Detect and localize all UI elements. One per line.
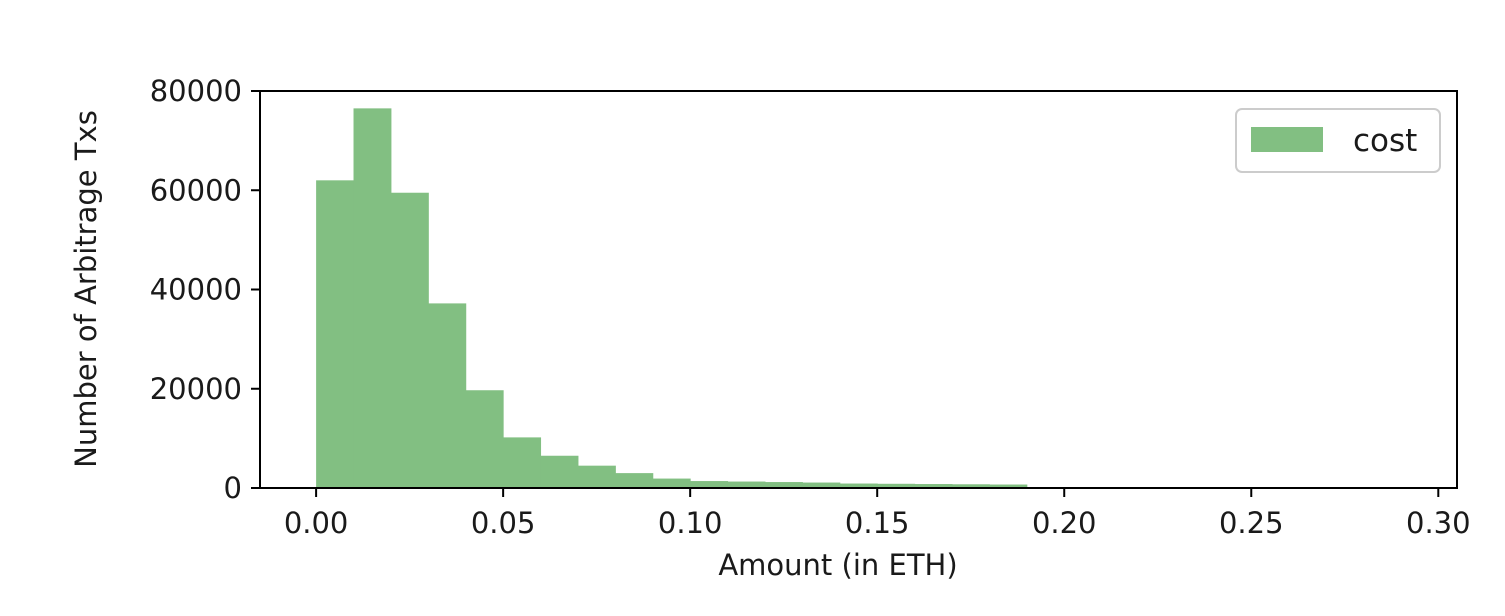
histogram-bar [727,481,766,488]
histogram-bar [428,303,467,488]
x-tick-label: 0.25 [1219,506,1284,540]
x-tick-label: 0.00 [284,506,349,540]
y-tick-label: 80000 [150,74,242,108]
y-tick-label: 60000 [150,173,242,207]
y-axis-ticks: 0 20000 40000 60000 80000 [150,74,260,505]
histogram-bars [316,108,1028,489]
x-tick-label: 0.05 [471,506,536,540]
legend-swatch-cost [1251,127,1323,152]
legend-frame [1235,108,1441,173]
x-axis-ticks: 0.00 0.05 0.10 0.15 0.20 0.25 0.30 [284,488,1471,540]
legend: cost [1235,108,1441,173]
histogram-bar [390,192,429,488]
x-tick-label: 0.30 [1406,506,1471,540]
histogram-bar [802,482,841,488]
y-tick-label: 40000 [150,273,242,307]
y-tick-label: 0 [224,471,242,505]
histogram-bar [540,455,579,488]
histogram-bar [764,482,803,488]
histogram-bar [615,473,654,488]
histogram-bar [877,483,916,488]
histogram-bar [465,390,504,488]
histogram-bar [690,481,729,488]
histogram-bar [839,483,878,488]
histogram-bar [652,478,691,488]
x-tick-label: 0.15 [845,506,910,540]
x-tick-label: 0.20 [1032,506,1097,540]
y-tick-label: 20000 [150,372,242,406]
histogram-bar [503,437,542,488]
x-axis-label: Amount (in ETH) [718,548,957,582]
x-tick-label: 0.10 [658,506,723,540]
histogram-bar [989,484,1028,488]
histogram-bar [577,465,616,488]
histogram-bar [952,484,990,488]
histogram-bar [353,108,392,489]
histogram-bar [316,180,355,488]
histogram-bar [914,484,953,488]
y-axis-label: Number of Arbitrage Txs [69,110,103,468]
legend-label-cost: cost [1353,123,1417,159]
